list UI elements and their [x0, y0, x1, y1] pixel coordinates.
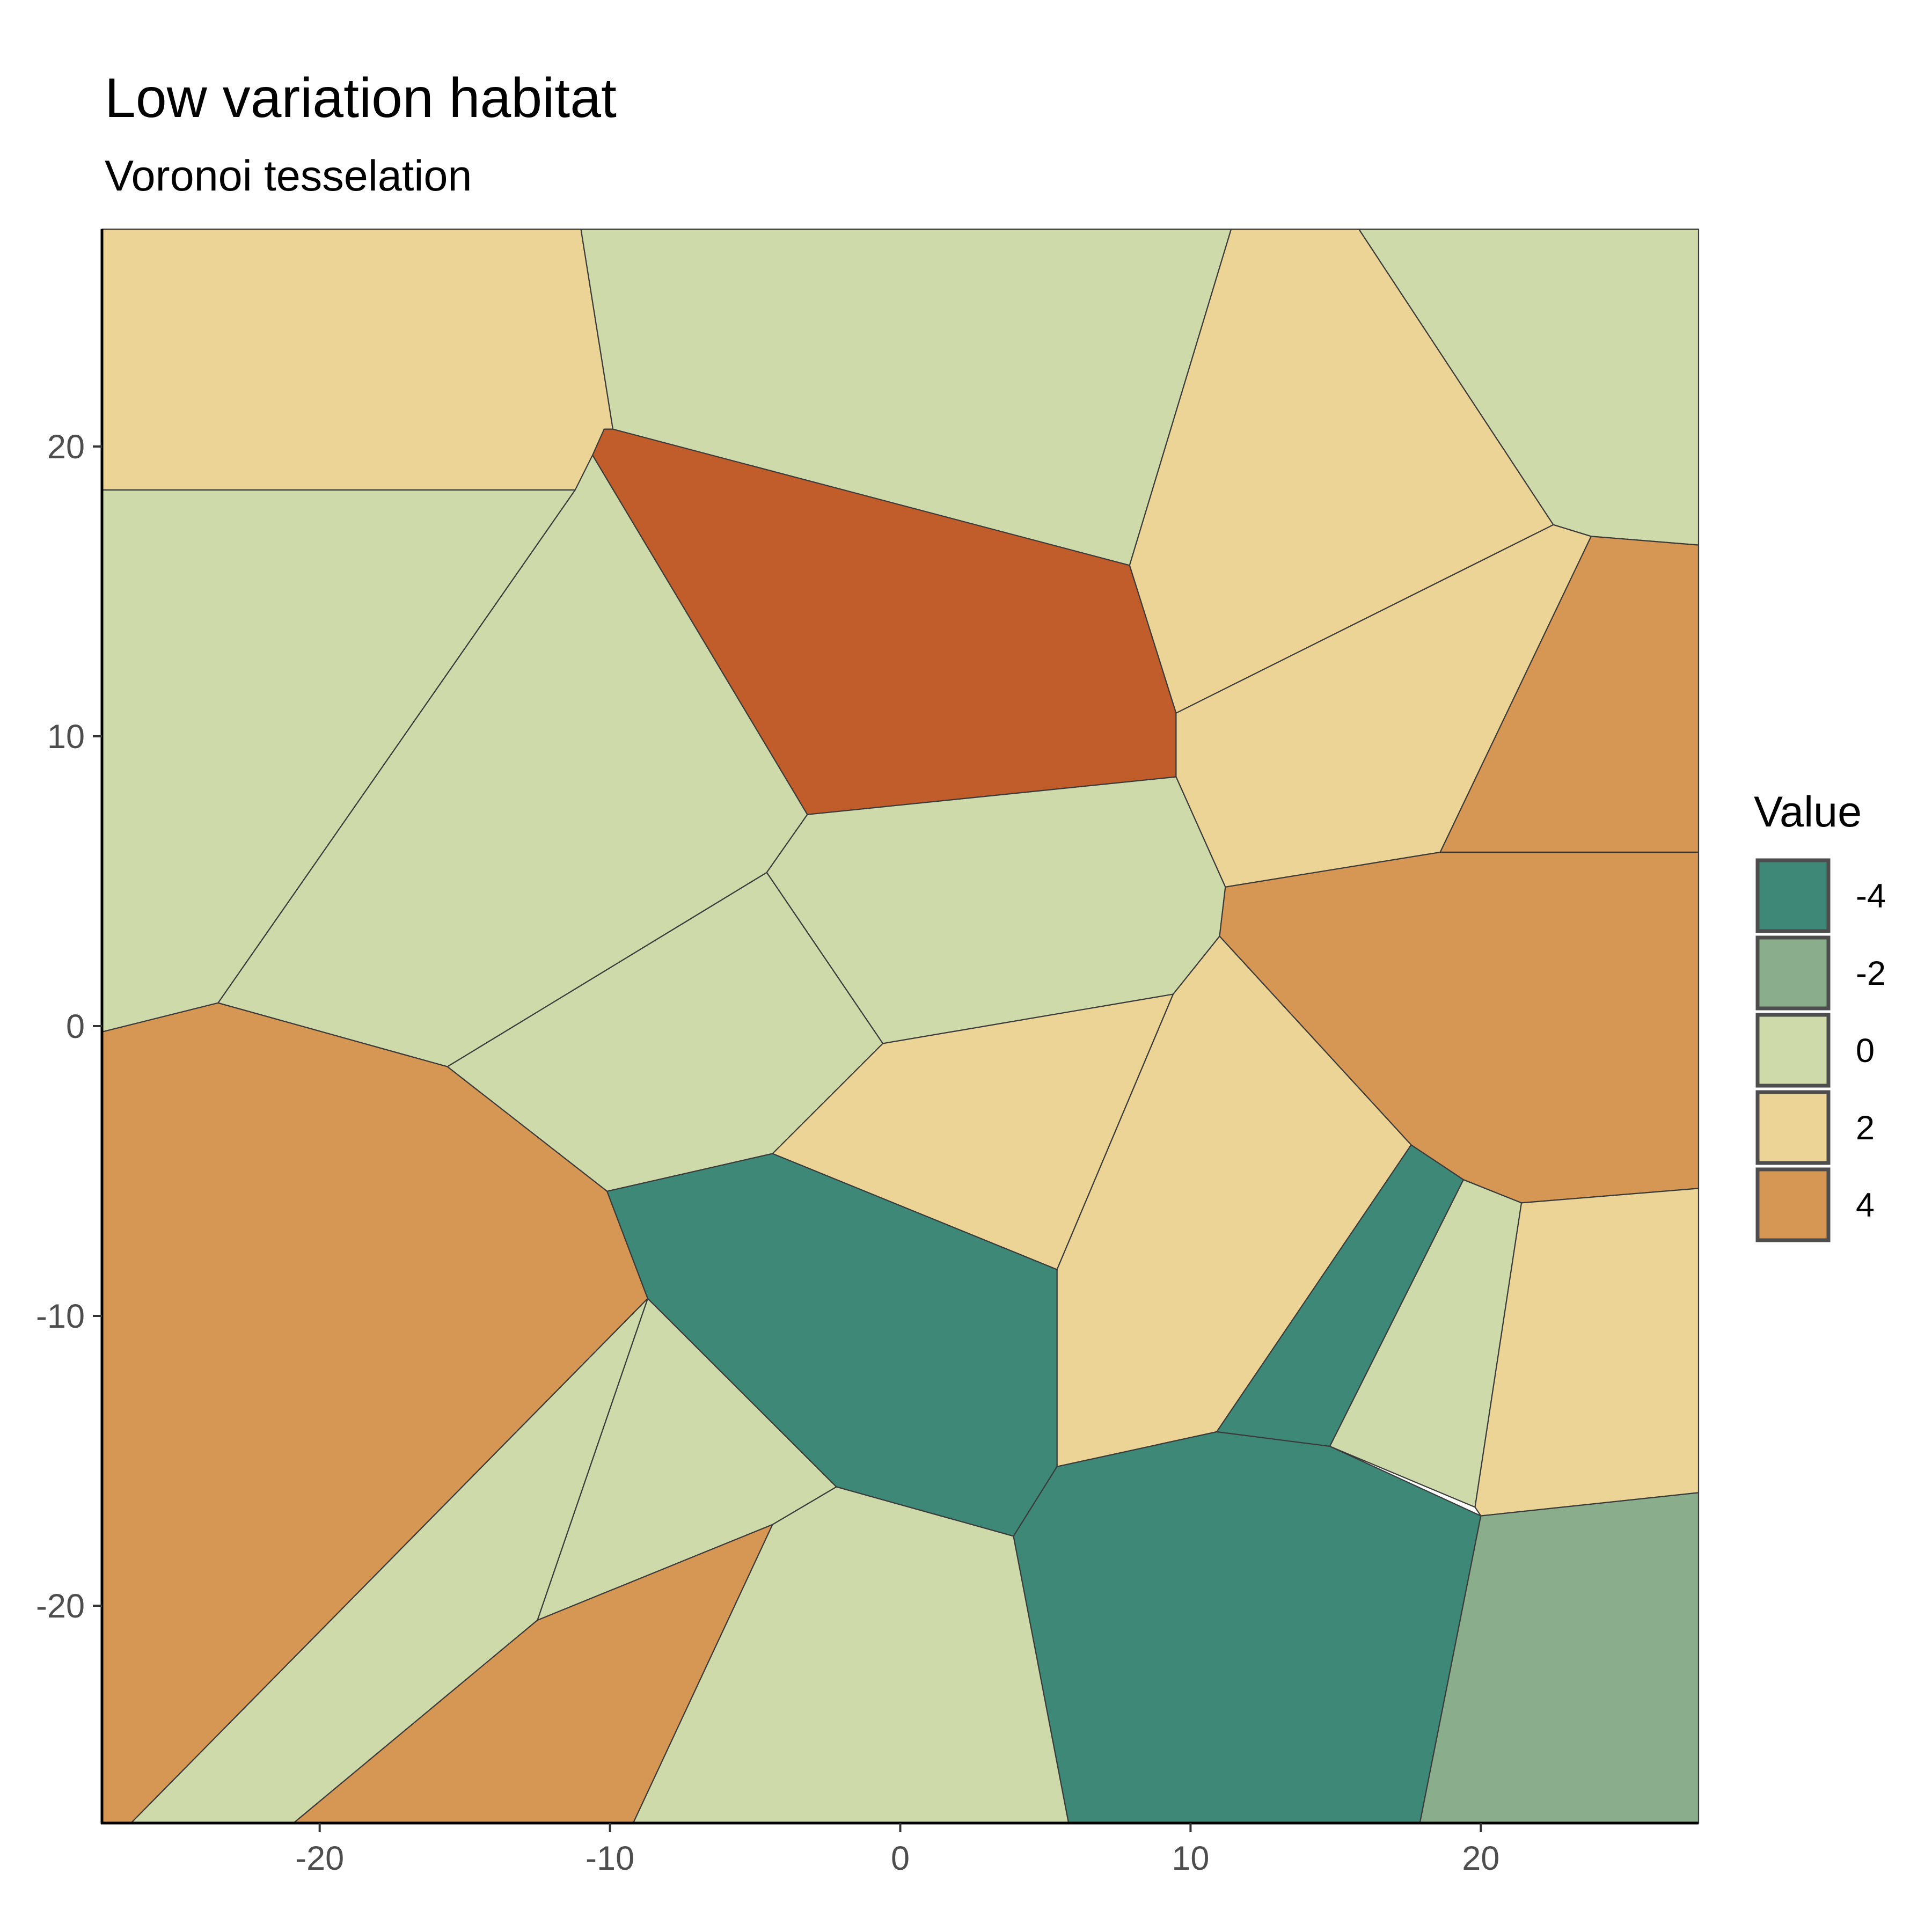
legend-key-1 [1755, 935, 1831, 1011]
y-tick-label-4: 20 [47, 428, 85, 466]
y-tick-label-1: -10 [36, 1298, 85, 1335]
x-tick-label-3: 10 [1172, 1840, 1209, 1877]
legend-key-0 [1755, 858, 1831, 933]
voronoi-cells [101, 228, 1700, 1824]
x-tick-label-4: 20 [1462, 1840, 1499, 1877]
y-tick-label-2: 0 [66, 1008, 85, 1045]
chart-title: Low variation habitat [105, 67, 617, 129]
legend-label-2: 0 [1856, 1032, 1875, 1070]
x-tick-label-2: 0 [891, 1840, 910, 1877]
legend-label-1: -2 [1856, 955, 1886, 992]
legend-label-4: 4 [1856, 1187, 1875, 1224]
x-tick-label-1: -10 [586, 1840, 634, 1877]
x-tick-label-0: -20 [295, 1840, 344, 1877]
legend-key-2 [1755, 1013, 1831, 1088]
legend-label-0: -4 [1856, 877, 1886, 915]
legend-key-3 [1755, 1090, 1831, 1165]
axes: -20 -10 0 10 20 -20 -10 0 10 20 [36, 229, 1699, 1877]
y-tick-label-3: 10 [47, 718, 85, 756]
y-tick-label-0: -20 [36, 1587, 85, 1625]
legend-key-4 [1755, 1167, 1831, 1242]
legend: Value -4 -2 0 2 4 [1754, 788, 1886, 1242]
legend-title: Value [1754, 788, 1862, 836]
voronoi-cell-24 [1013, 1431, 1482, 1824]
legend-label-3: 2 [1856, 1109, 1875, 1147]
voronoi-cell-1 [101, 228, 614, 491]
chart-subtitle: Voronoi tesselation [105, 152, 472, 200]
